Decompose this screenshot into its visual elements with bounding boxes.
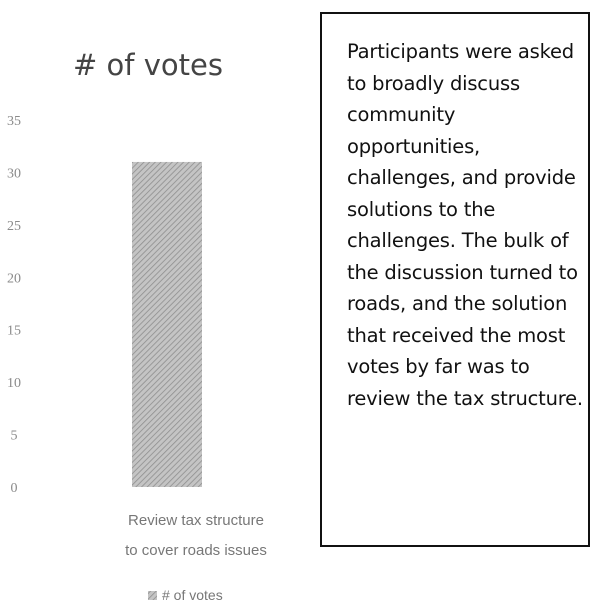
y-axis-ticks: 0 5 10 15 20 25 30 35 — [7, 114, 21, 496]
bars — [132, 161, 202, 487]
y-tick-label: 10 — [7, 376, 21, 391]
bar — [132, 161, 202, 487]
y-tick-label: 30 — [7, 166, 21, 181]
category-label-line-2: to cover roads issues — [125, 542, 267, 559]
explanation-text: Participants were asked to broadly discu… — [347, 40, 583, 410]
legend-swatch — [148, 591, 157, 600]
chart-title: # of votes — [73, 48, 223, 82]
category-label-line-1: Review tax structure — [128, 512, 264, 529]
legend: # of votes — [148, 587, 223, 603]
explanation-textbox: Participants were asked to broadly discu… — [320, 12, 590, 547]
y-tick-label: 5 — [11, 429, 18, 444]
bar-chart: # of votes 0 5 10 15 20 25 30 35 Review tax str… — [7, 48, 267, 603]
legend-label: # of votes — [162, 587, 223, 603]
y-tick-label: 35 — [7, 114, 21, 129]
y-tick-label: 0 — [11, 481, 18, 496]
y-tick-label: 15 — [7, 324, 21, 339]
y-tick-label: 25 — [7, 219, 21, 234]
y-tick-label: 20 — [7, 271, 21, 286]
